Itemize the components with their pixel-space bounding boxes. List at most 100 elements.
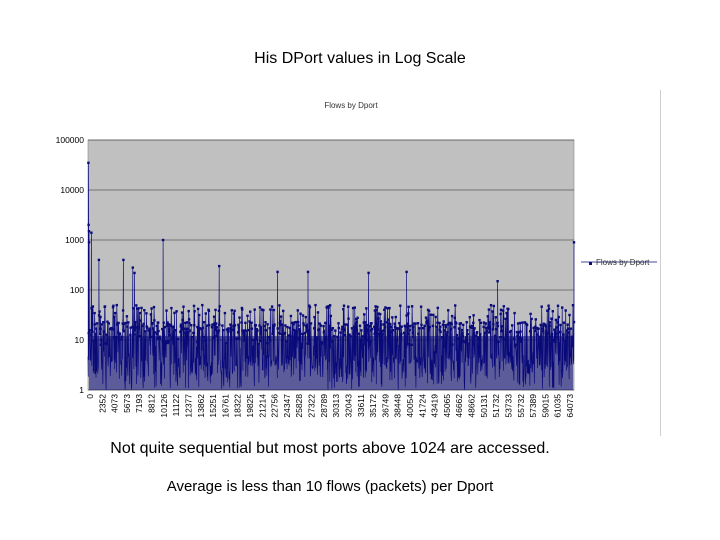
data-point (564, 309, 567, 312)
data-point (327, 306, 330, 309)
data-point (201, 326, 204, 330)
data-point (410, 305, 414, 308)
data-point (395, 339, 398, 342)
data-point (243, 329, 246, 332)
data-point (155, 324, 158, 328)
x-tick-label: 27322 (307, 394, 317, 418)
data-point (296, 337, 299, 341)
data-point (214, 308, 217, 312)
data-point (149, 328, 152, 331)
data-point (406, 343, 409, 346)
data-point (114, 339, 117, 342)
data-point (525, 323, 529, 327)
data-point (454, 304, 457, 307)
data-point (542, 322, 545, 325)
data-point (271, 332, 274, 335)
data-point (100, 323, 104, 326)
x-tick-label: 45065 (442, 394, 452, 418)
data-point (133, 329, 137, 332)
data-point (393, 322, 396, 325)
data-point (390, 325, 393, 328)
data-point (420, 323, 423, 327)
data-point (229, 329, 232, 332)
data-point (282, 309, 285, 313)
data-point (298, 330, 302, 333)
data-point (473, 327, 476, 330)
data-point (229, 323, 232, 326)
data-point (99, 315, 102, 319)
data-point (323, 329, 326, 333)
data-point (477, 338, 480, 341)
x-tick-label: 4073 (110, 394, 120, 413)
data-point (459, 322, 462, 325)
data-point (112, 304, 115, 307)
data-point (122, 258, 125, 262)
y-tick-label: 10000 (60, 185, 84, 195)
data-point (406, 322, 409, 325)
data-point (557, 315, 560, 319)
data-point (242, 333, 246, 336)
data-point (547, 331, 550, 335)
data-point (360, 329, 363, 332)
data-point (561, 306, 564, 309)
data-point (485, 329, 488, 333)
data-point (488, 321, 492, 324)
data-point (566, 327, 570, 330)
data-point (165, 309, 168, 312)
data-point (283, 331, 287, 335)
x-tick-label: 5673 (122, 394, 132, 413)
data-point (559, 323, 562, 327)
data-point (367, 271, 370, 275)
data-point (235, 337, 238, 340)
data-point (374, 305, 377, 308)
data-point (153, 319, 156, 322)
data-point (407, 312, 410, 315)
flows-by-dport-chart: Flows by Dport 1 10 100 1000 10000 100000 0 23… (56, 101, 657, 418)
data-point (461, 335, 464, 338)
data-point (173, 311, 176, 315)
data-point (551, 310, 554, 313)
data-point (142, 322, 145, 326)
data-point (313, 327, 316, 330)
data-point (248, 329, 251, 332)
data-point (286, 325, 289, 329)
data-point (95, 327, 98, 330)
x-tick-label: 2352 (97, 394, 107, 413)
data-point (298, 328, 301, 331)
data-point (368, 340, 372, 343)
data-point (497, 340, 500, 343)
data-point (436, 306, 439, 310)
data-point (377, 317, 380, 320)
data-point (192, 304, 196, 308)
data-point (243, 339, 246, 342)
data-point (405, 270, 408, 274)
dense-low-count-band (89, 336, 573, 390)
data-point (161, 340, 164, 343)
data-point (288, 326, 291, 330)
data-point (236, 331, 240, 334)
x-tick-label: 16761 (220, 394, 230, 418)
x-tick-label: 40054 (405, 394, 415, 418)
data-point (386, 307, 389, 310)
data-point (381, 329, 384, 333)
data-point (382, 323, 386, 326)
data-point (351, 306, 355, 310)
data-point (473, 341, 476, 344)
data-point (132, 330, 135, 334)
data-point (270, 305, 274, 308)
data-point (445, 334, 449, 337)
chart-title: Flows by Dport (324, 101, 378, 110)
data-point (87, 230, 91, 233)
data-point (223, 311, 227, 315)
data-point (122, 330, 125, 333)
data-point (379, 312, 382, 316)
data-point (186, 327, 189, 331)
x-tick-label: 19825 (245, 394, 255, 418)
data-point (301, 332, 304, 336)
x-tick-label: 46662 (454, 394, 464, 418)
data-point (370, 322, 373, 325)
data-point (413, 322, 416, 325)
data-point (119, 338, 122, 341)
data-point (482, 321, 486, 324)
data-point (269, 308, 272, 311)
